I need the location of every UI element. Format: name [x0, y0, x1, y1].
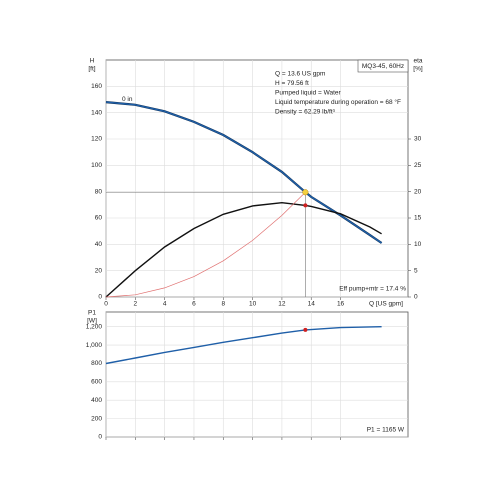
y-tick-label: 60 [95, 215, 103, 222]
y2-tick-label: 30 [414, 136, 422, 143]
x-tick-label: 12 [278, 301, 286, 308]
chart-title: P1 = 1165 W [367, 427, 405, 434]
info-line: Pumped liquid = Water [275, 90, 342, 97]
curve [105, 101, 382, 244]
eff-label: Eff pump+mtr = 17.4 % [339, 286, 406, 293]
x-tick-label: 0 [104, 301, 108, 308]
y2-tick-label: 10 [414, 241, 422, 248]
y-axis-label: P1 [88, 310, 96, 317]
y-tick-label: 800 [91, 360, 102, 367]
y-tick-label: 0 [98, 434, 102, 441]
y-tick-label: 160 [91, 83, 102, 90]
x-tick-label: 14 [308, 301, 316, 308]
op-eff-point [303, 203, 308, 208]
y-tick-label: 1,200 [86, 323, 103, 330]
op-point [303, 327, 308, 332]
y2-tick-label: 5 [414, 267, 418, 274]
y-axis-label: H [90, 58, 95, 65]
y-tick-label: 600 [91, 379, 102, 386]
y-tick-label: 0 [98, 294, 102, 301]
curve [105, 191, 306, 298]
plot-frame [105, 59, 409, 298]
y2-axis-label: [%] [413, 66, 423, 73]
curve [105, 201, 382, 298]
y2-tick-label: 15 [414, 215, 422, 222]
info-line: H = 79.56 ft [275, 80, 309, 87]
y-axis-label: [ft] [88, 66, 95, 73]
info-line: Q = 13.6 US gpm [275, 71, 325, 78]
title-box [357, 59, 409, 73]
info-line: Density = 62.29 lb/ft³ [275, 109, 336, 116]
y2-axis-label: eta [413, 58, 422, 65]
y-tick-label: 100 [91, 162, 102, 169]
curve [105, 326, 382, 365]
y-tick-label: 120 [91, 136, 102, 143]
x-tick-label: 6 [192, 301, 196, 308]
x-tick-label: 8 [221, 301, 225, 308]
curve-outline [105, 101, 383, 244]
chart-title: MQ3-45, 60Hz [362, 63, 404, 70]
x-tick-label: 16 [337, 301, 345, 308]
op-point [302, 189, 309, 196]
y2-tick-label: 25 [414, 162, 422, 169]
y-tick-label: 80 [95, 188, 103, 195]
y-tick-label: 20 [95, 267, 103, 274]
x-tick-label: 10 [249, 301, 257, 308]
x-axis-label: Q [US gpm] [369, 301, 403, 308]
y-tick-label: 40 [95, 241, 103, 248]
y-tick-label: 400 [91, 397, 102, 404]
y2-tick-label: 20 [414, 188, 422, 195]
x-tick-label: 4 [163, 301, 167, 308]
y-tick-label: 140 [91, 109, 102, 116]
y-tick-label: 1,000 [86, 342, 103, 349]
y-tick-label: 200 [91, 415, 102, 422]
x-tick-label: 2 [134, 301, 138, 308]
y2-tick-label: 0 [414, 294, 418, 301]
info-line: Liquid temperature during operation = 68… [275, 98, 401, 106]
plot-frame [105, 311, 409, 438]
curve-label: 0 in [122, 96, 133, 103]
y-axis-label: [W] [87, 318, 97, 325]
